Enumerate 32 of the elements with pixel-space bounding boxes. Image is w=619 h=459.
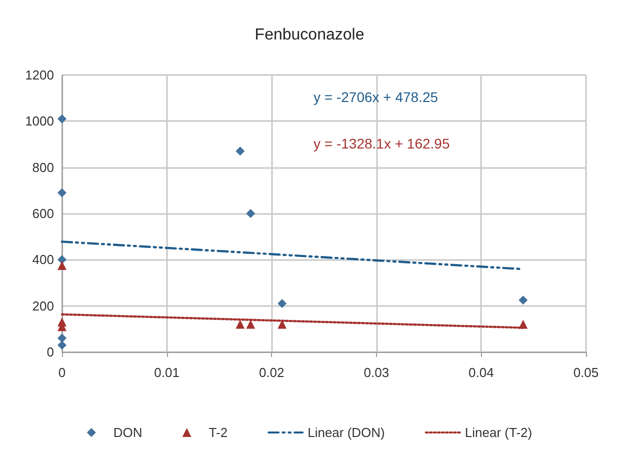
x-tick-label: 0.03: [364, 365, 390, 380]
point: [58, 114, 66, 124]
x-tick-label: 0.02: [258, 365, 284, 380]
legend-label: Linear (T-2): [464, 425, 532, 440]
annotation: y = -2706x + 478.25: [314, 89, 438, 106]
y-tick-label: 0: [46, 344, 54, 360]
point: [246, 320, 256, 329]
point: [518, 296, 528, 305]
chart-title: Fenbuconazole: [254, 26, 364, 44]
y-tick-label: 800: [32, 160, 54, 175]
legend-label: T-2: [208, 425, 228, 440]
point: [278, 299, 287, 308]
point: [236, 320, 245, 329]
x-tick-label: 0.01: [154, 365, 180, 380]
point: [58, 188, 66, 198]
x-tick-label: 0.05: [573, 365, 599, 380]
annotation: y = -1328.1x + 162.95: [314, 135, 450, 152]
legend-label: Linear (DON): [308, 425, 385, 440]
point: [278, 320, 287, 329]
y-tick-label: 400: [32, 252, 54, 268]
x-tick-label: 0.04: [468, 365, 494, 380]
y-tick-label: 600: [32, 206, 54, 221]
y-tick-label: 200: [32, 298, 54, 314]
y-tick-label: 1200: [25, 68, 54, 82]
point: [58, 260, 66, 270]
point: [246, 209, 256, 218]
legend-label: DON: [113, 425, 142, 440]
y-tick-label: 1000: [25, 114, 54, 129]
x-tick-label: 0: [58, 365, 66, 380]
point: [58, 340, 66, 350]
point: [518, 320, 528, 329]
point: [236, 146, 245, 156]
